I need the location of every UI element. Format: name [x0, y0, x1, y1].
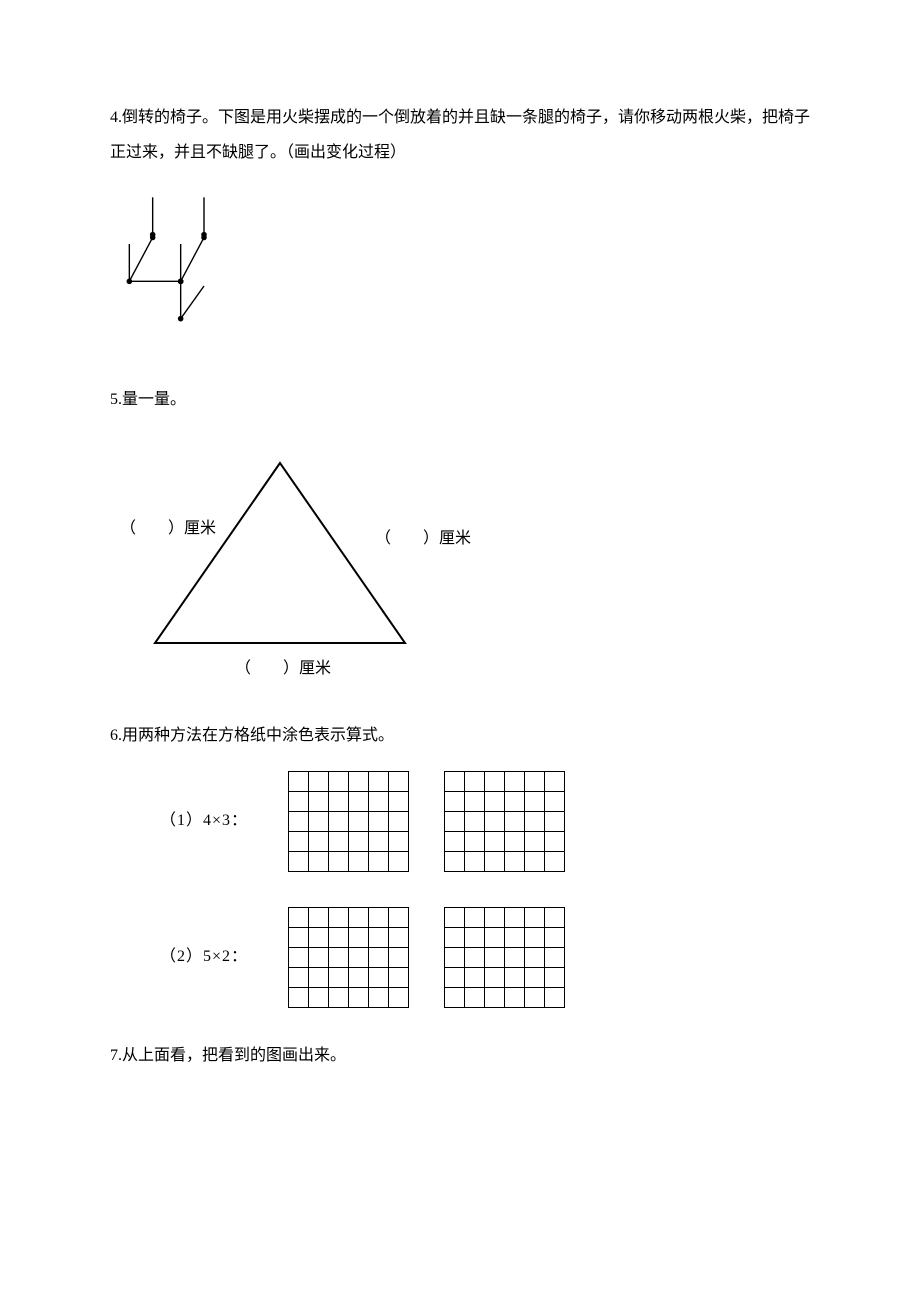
- question-5-text: 5.量一量。: [110, 382, 810, 417]
- blank-right: （ ）: [375, 530, 439, 547]
- q6-sub2-grids: [288, 907, 565, 1008]
- q4-text: 倒转的椅子。下图是用火柴摆成的一个倒放着的并且缺一条腿的椅子，请你移动两根火柴，…: [110, 109, 810, 161]
- triangle-label-bottom: （ ）厘米: [235, 653, 331, 685]
- chair-svg: [120, 185, 260, 345]
- q6-sub1-label: （1）4×3：: [160, 805, 248, 837]
- q6-sub2: （2）5×2：: [160, 907, 810, 1008]
- question-7: 7.从上面看，把看到的图画出来。: [110, 1038, 810, 1073]
- question-4-text: 4.倒转的椅子。下图是用火柴摆成的一个倒放着的并且缺一条腿的椅子，请你移动两根火…: [110, 100, 810, 170]
- q5-text: 量一量。: [122, 391, 186, 408]
- question-4: 4.倒转的椅子。下图是用火柴摆成的一个倒放着的并且缺一条腿的椅子，请你移动两根火…: [110, 100, 810, 357]
- triangle-figure: （ ）厘米 （ ）厘米 （ ）厘米: [120, 448, 540, 678]
- question-7-text: 7.从上面看，把看到的图画出来。: [110, 1038, 810, 1073]
- q7-number: 7.: [110, 1047, 122, 1064]
- question-6: 6.用两种方法在方格纸中涂色表示算式。 （1）4×3： （2）5×2：: [110, 718, 810, 1008]
- q7-text: 从上面看，把看到的图画出来。: [122, 1047, 346, 1064]
- blank-left: （ ）: [120, 520, 184, 537]
- q6-sub2-label: （2）5×2：: [160, 941, 248, 973]
- triangle-label-left: （ ）厘米: [120, 513, 216, 545]
- chair-figure: [120, 185, 810, 357]
- blank-bottom: （ ）: [235, 660, 299, 677]
- grid-2b: [444, 907, 565, 1008]
- grid-1a: [288, 771, 409, 872]
- grid-2a: [288, 907, 409, 1008]
- unit-left: 厘米: [184, 520, 216, 537]
- question-6-text: 6.用两种方法在方格纸中涂色表示算式。: [110, 718, 810, 753]
- q6-number: 6.: [110, 727, 122, 744]
- triangle-label-right: （ ）厘米: [375, 523, 471, 555]
- unit-bottom: 厘米: [299, 660, 331, 677]
- q4-number: 4.: [110, 109, 122, 126]
- unit-right: 厘米: [439, 530, 471, 547]
- q6-sub1: （1）4×3：: [160, 771, 810, 872]
- q6-sub1-grids: [288, 771, 565, 872]
- q6-text: 用两种方法在方格纸中涂色表示算式。: [122, 727, 394, 744]
- triangle-svg: [150, 458, 430, 658]
- triangle-shape: [155, 463, 405, 643]
- question-5: 5.量一量。 （ ）厘米 （ ）厘米 （ ）厘米: [110, 382, 810, 677]
- q5-number: 5.: [110, 391, 122, 408]
- grid-1b: [444, 771, 565, 872]
